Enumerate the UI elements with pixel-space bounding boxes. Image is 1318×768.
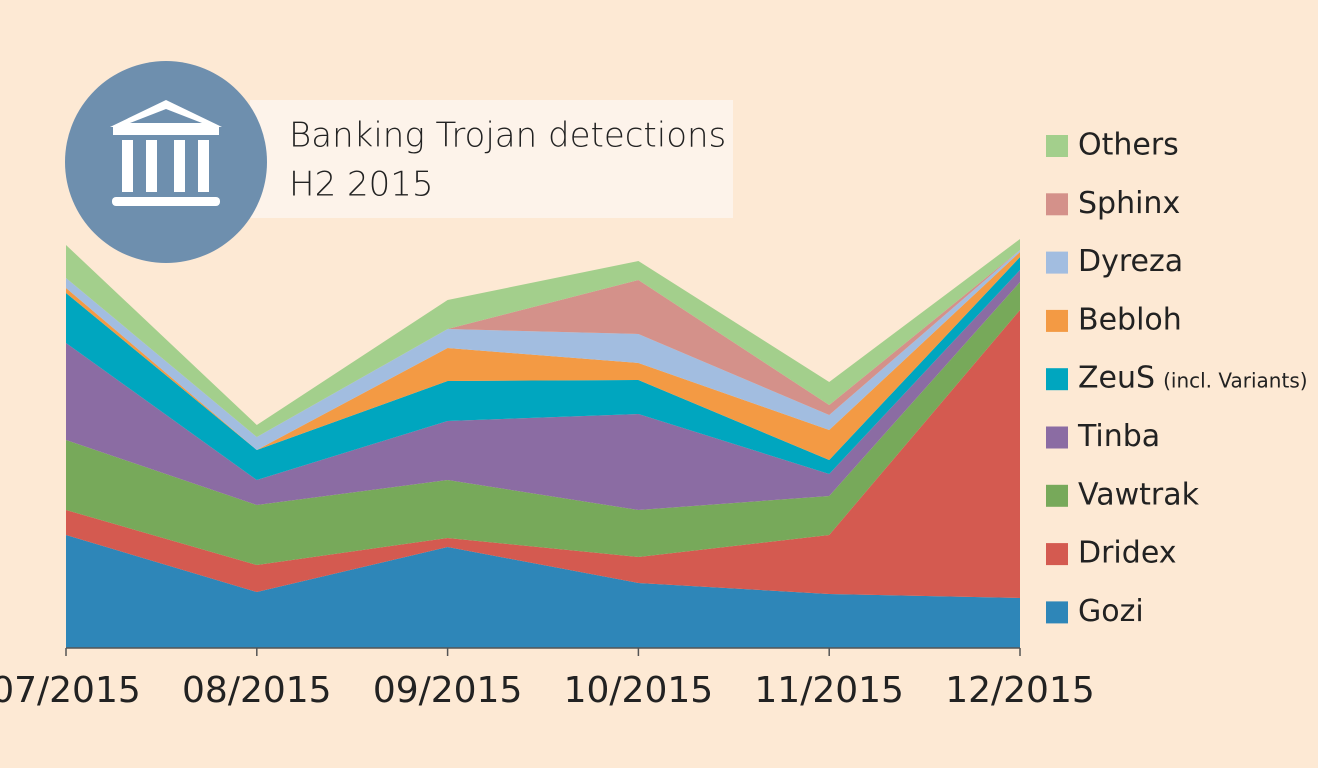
area (66, 250, 1020, 450)
x-tick-label: 09/2015 (373, 670, 523, 711)
area (66, 535, 1020, 648)
legend-label: ZeuS (1078, 361, 1155, 396)
area (66, 310, 1020, 598)
chart-title: Banking Trojan detections (289, 116, 726, 156)
legend-swatch (1046, 601, 1068, 624)
area (66, 282, 1020, 565)
legend-swatch (1046, 543, 1068, 566)
legend-swatch (1046, 135, 1068, 157)
legend-label: Gozi (1078, 594, 1144, 629)
title-box (250, 100, 733, 218)
x-tick-label: 08/2015 (182, 670, 332, 711)
legend-swatch (1046, 251, 1068, 274)
area (66, 250, 1020, 437)
legend-swatch (1046, 309, 1068, 332)
chart-subtitle: H2 2015 (289, 165, 434, 205)
bank-icon (65, 61, 267, 263)
x-tick-label: 07/2015 (0, 670, 141, 711)
plot-area (66, 239, 1020, 648)
x-tick-label: 10/2015 (564, 670, 714, 711)
legend-label: Vawtrak (1078, 477, 1200, 512)
area (66, 270, 1020, 510)
legend-swatch (1046, 193, 1068, 216)
legend-note: (incl. Variants) (1163, 369, 1307, 393)
legend-swatch (1046, 368, 1068, 391)
area (66, 252, 1020, 460)
legend-swatch (1046, 426, 1068, 449)
legend-label: Tinba (1077, 419, 1160, 454)
legend-label: Bebloh (1078, 302, 1182, 337)
legend-label: Dridex (1078, 536, 1177, 571)
legend-label: Others (1078, 128, 1179, 163)
x-tick-label: 12/2015 (945, 670, 1095, 711)
legend-label: Dyreza (1078, 244, 1183, 279)
legend-swatch (1046, 484, 1068, 507)
x-tick-label: 11/2015 (754, 670, 904, 711)
legend-label: Sphinx (1078, 186, 1180, 221)
